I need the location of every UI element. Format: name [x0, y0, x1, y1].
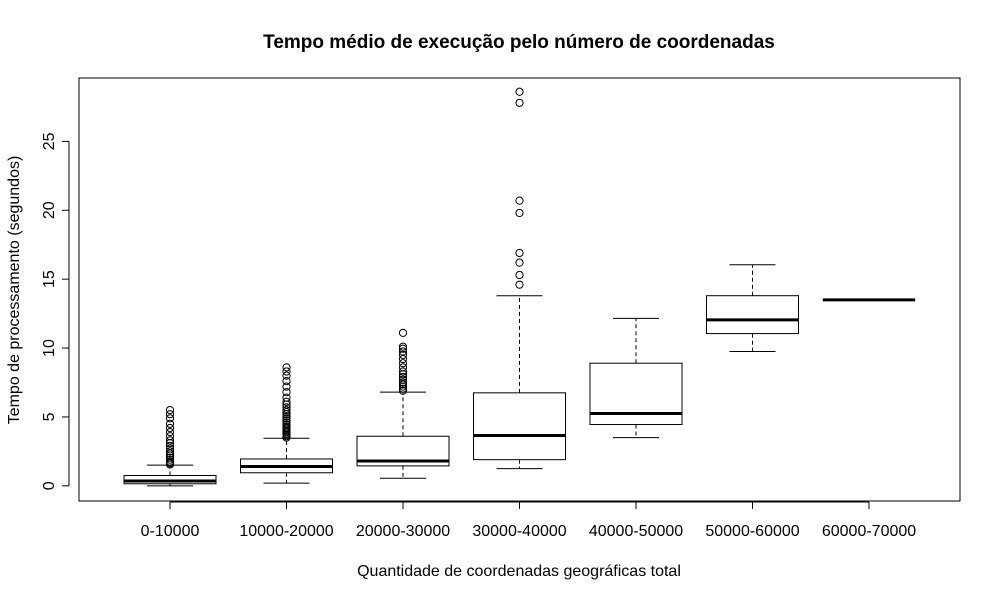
outlier-point: [165, 432, 175, 441]
outlier-point: [282, 422, 291, 431]
outlier-point: [165, 457, 175, 466]
outlier-point: [282, 412, 291, 421]
outlier-point: [515, 258, 524, 267]
y-tick-label: 0: [41, 481, 58, 490]
box-30000-40000: [473, 87, 566, 470]
outlier-point: [165, 405, 175, 415]
outlier-point: [515, 280, 524, 289]
y-tick-label: 10: [41, 339, 58, 357]
box-40000-50000: [589, 317, 683, 439]
y-tick-label: 25: [41, 132, 58, 150]
outlier-point: [282, 405, 291, 415]
outlier-point: [165, 428, 175, 437]
outlier-point: [282, 388, 291, 397]
y-tick-label: 5: [41, 412, 58, 421]
outlier-point: [165, 453, 175, 462]
outlier-point: [165, 444, 175, 453]
plot-frame: [78, 77, 961, 502]
outlier-point: [398, 363, 408, 372]
outlier-point: [515, 270, 524, 280]
chart-title: Tempo médio de execução pelo número de c…: [263, 32, 775, 53]
outlier-point: [398, 344, 408, 353]
outlier-point: [165, 455, 175, 464]
box-10000-20000: [240, 363, 333, 484]
outlier-point: [165, 441, 175, 450]
outlier-point: [282, 382, 291, 391]
outlier-point: [398, 354, 408, 364]
outlier-point: [398, 328, 408, 338]
outlier-point: [165, 419, 175, 428]
y-axis: 0 5 10 15 20 25: [41, 132, 70, 490]
x-tick-label: 50000-60000: [705, 523, 799, 540]
x-tick-label: 40000-50000: [589, 523, 683, 540]
outlier-point: [282, 377, 291, 386]
x-tick-label: 0-10000: [141, 523, 200, 540]
outlier-point: [282, 371, 291, 380]
box-iqr: [589, 362, 683, 426]
x-tick-label: 30000-40000: [472, 523, 566, 540]
outlier-point: [282, 420, 291, 429]
outlier-point: [165, 447, 175, 456]
outlier-point: [165, 410, 175, 419]
outlier-point: [515, 98, 524, 107]
box-50000-60000: [706, 264, 799, 353]
y-tick-label: 20: [41, 201, 58, 219]
outlier-point: [398, 350, 408, 360]
outlier-point: [282, 403, 291, 412]
outlier-point: [398, 384, 408, 393]
box-iqr: [473, 392, 566, 461]
outlier-point: [515, 196, 524, 205]
outlier-point: [398, 378, 408, 387]
outlier-point: [282, 416, 291, 425]
outlier-point: [282, 367, 291, 376]
y-axis-label: Tempo de processamento (segundos): [6, 156, 23, 425]
box-20000-30000: [356, 328, 450, 479]
outlier-point: [515, 248, 524, 258]
outlier-point: [282, 418, 291, 427]
outlier-point: [282, 397, 291, 406]
outlier-point: [282, 393, 291, 402]
outlier-point: [398, 342, 408, 351]
outlier-point: [398, 375, 408, 384]
outlier-point: [282, 363, 291, 372]
outlier-point: [165, 436, 175, 445]
outlier-point: [515, 87, 524, 96]
outlier-point: [398, 347, 408, 356]
outlier-point: [515, 208, 524, 218]
x-tick-label: 20000-30000: [356, 523, 450, 540]
y-tick-label: 15: [41, 270, 58, 288]
x-axis-label: Quantidade de coordenadas geográficas to…: [357, 563, 681, 580]
x-axis: 0-10000 10000-20000 20000-30000 30000-40000…: [141, 501, 916, 540]
outlier-point: [282, 414, 291, 423]
x-tick-label: 60000-70000: [822, 523, 916, 540]
box-iqr: [706, 295, 799, 335]
box-0-10000: [123, 405, 217, 487]
outlier-point: [165, 414, 175, 423]
box-series: [123, 87, 916, 487]
outlier-point: [165, 423, 175, 433]
outlier-point: [398, 367, 408, 376]
outlier-point: [398, 372, 408, 382]
x-tick-label: 10000-20000: [239, 523, 333, 540]
outlier-point: [398, 359, 408, 368]
outlier-point: [398, 386, 408, 395]
